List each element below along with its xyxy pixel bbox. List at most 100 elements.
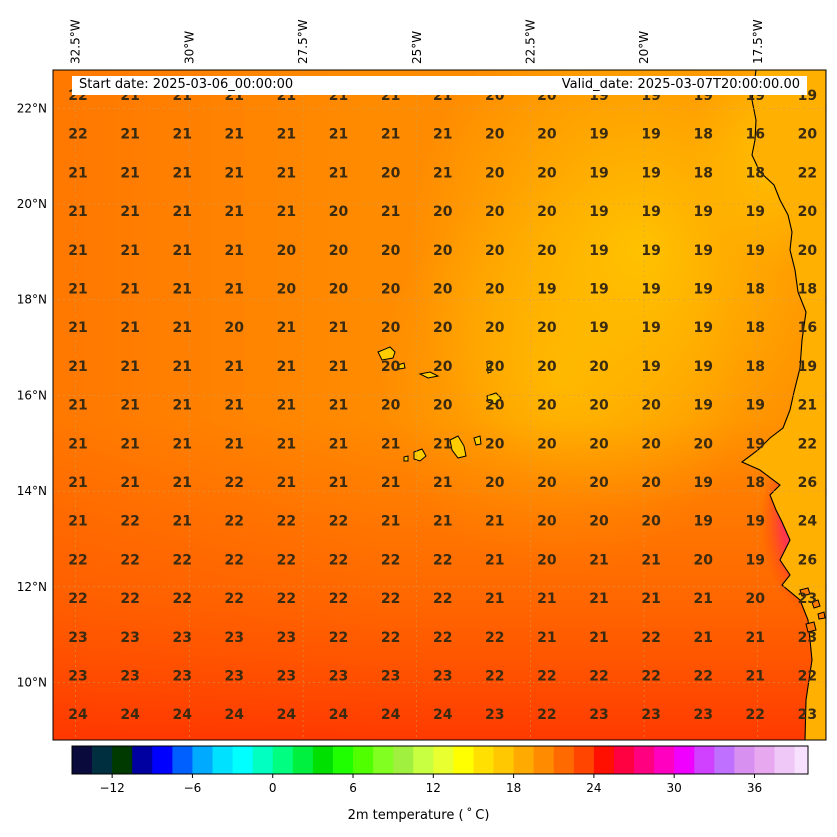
temperature-value: 23 <box>68 669 87 685</box>
temperature-value: 19 <box>693 514 712 530</box>
temperature-value: 21 <box>537 591 556 607</box>
temperature-value: 19 <box>641 320 660 336</box>
temperature-value: 24 <box>277 707 297 723</box>
colorbar-frame <box>71 745 809 775</box>
colorbar-tick-label: −12 <box>99 781 124 795</box>
temperature-value: 20 <box>693 552 713 568</box>
temperature-value: 24 <box>433 707 453 723</box>
colorbar-segment <box>754 746 776 774</box>
temperature-value: 18 <box>746 320 765 336</box>
temperature-value: 21 <box>68 204 87 220</box>
temperature-value: 21 <box>120 127 139 143</box>
temperature-value: 23 <box>277 669 296 685</box>
temperature-value: 18 <box>746 165 765 181</box>
temperature-value: 20 <box>381 320 401 336</box>
colorbar-segment <box>734 746 756 774</box>
temperature-value: 21 <box>120 475 139 491</box>
temperature-value: 22 <box>381 630 400 646</box>
temperature-value: 24 <box>329 707 349 723</box>
island-bijagos-1 <box>799 587 811 597</box>
lon-tick-label: 22.5°W <box>523 19 537 64</box>
temperature-value: 21 <box>433 514 452 530</box>
temperature-value: 20 <box>798 243 818 259</box>
temperature-value: 20 <box>589 514 609 530</box>
temperature-value: 19 <box>641 204 660 220</box>
temperature-value: 20 <box>537 243 557 259</box>
start-date-label: Start date: 2025-03-06_00:00:00 <box>79 77 294 92</box>
colorbar-segment <box>774 746 796 774</box>
colorbar-segment <box>794 746 809 774</box>
temperature-value: 20 <box>485 204 505 220</box>
temperature-value: 22 <box>641 630 660 646</box>
valid-date-label: Valid_date: 2025-03-07T20:00:00.00 <box>561 77 800 92</box>
lat-tick-label: 22°N <box>17 101 47 115</box>
temperature-value: 19 <box>746 436 765 452</box>
temperature-value: 20 <box>433 204 453 220</box>
temperature-value: 19 <box>693 282 712 298</box>
temperature-value: 23 <box>172 669 191 685</box>
temperature-value: 22 <box>329 514 348 530</box>
lon-tick-label: 17.5°W <box>751 19 765 64</box>
temperature-value: 20 <box>746 591 766 607</box>
temperature-value: 21 <box>120 282 139 298</box>
temperature-value: 19 <box>641 165 660 181</box>
island-brava <box>403 455 409 462</box>
temperature-value: 20 <box>589 475 609 491</box>
temperature-value: 22 <box>120 552 139 568</box>
temperature-value: 22 <box>641 669 660 685</box>
temperature-value: 22 <box>172 591 191 607</box>
lon-tick-label: 27.5°W <box>296 19 310 64</box>
colorbar-segment <box>694 746 715 774</box>
temperature-value: 20 <box>798 204 818 220</box>
colorbar-segment <box>674 746 695 774</box>
temperature-value: 20 <box>381 359 401 375</box>
temperature-value: 20 <box>433 359 453 375</box>
temperature-value: 21 <box>68 398 87 414</box>
temperature-value: 22 <box>68 552 87 568</box>
temperature-value: 24 <box>120 707 140 723</box>
temperature-value: 24 <box>172 707 192 723</box>
colorbar-segment <box>593 746 615 774</box>
temperature-value: 18 <box>693 165 712 181</box>
temperature-value: 20 <box>537 436 557 452</box>
temperature-value: 21 <box>172 320 191 336</box>
temperature-value: 20 <box>381 243 401 259</box>
temperature-value: 21 <box>746 630 765 646</box>
temperature-value: 22 <box>537 669 556 685</box>
temperature-value: 21 <box>693 630 712 646</box>
temperature-value: 19 <box>641 359 660 375</box>
temperature-value: 20 <box>485 127 505 143</box>
temperature-value: 20 <box>433 282 453 298</box>
temperature-value: 21 <box>589 591 608 607</box>
temperature-value: 21 <box>68 514 87 530</box>
temperature-value: 21 <box>485 591 504 607</box>
colorbar-tick-label: 18 <box>506 781 521 795</box>
temperature-value: 21 <box>172 204 191 220</box>
temperature-value: 20 <box>537 514 557 530</box>
island-maio <box>473 435 482 446</box>
lat-tick-label: 14°N <box>17 484 47 498</box>
temperature-value: 20 <box>537 204 557 220</box>
lat-tick-label: 10°N <box>17 676 47 690</box>
colorbar-segment <box>493 746 515 774</box>
island-santo-antao <box>377 346 396 361</box>
colorbar-segment <box>573 746 595 774</box>
temperature-value: 20 <box>798 127 818 143</box>
temperature-value: 21 <box>120 436 139 452</box>
temperature-value: 21 <box>225 165 244 181</box>
temperature-value: 20 <box>225 320 245 336</box>
temperature-value: 21 <box>120 243 139 259</box>
colorbar-tick-label: 6 <box>349 781 357 795</box>
temperature-value: 20 <box>433 320 453 336</box>
temperature-value: 23 <box>589 707 608 723</box>
temperature-value: 21 <box>225 398 244 414</box>
colorbar-segment <box>252 746 274 774</box>
temperature-value: 21 <box>381 514 400 530</box>
temperature-value: 20 <box>537 320 557 336</box>
temperature-value: 21 <box>381 127 400 143</box>
temperature-value: 19 <box>693 359 712 375</box>
temperature-value: 21 <box>329 359 348 375</box>
lon-tick-label: 32.5°W <box>69 19 83 64</box>
temperature-value: 23 <box>120 669 139 685</box>
